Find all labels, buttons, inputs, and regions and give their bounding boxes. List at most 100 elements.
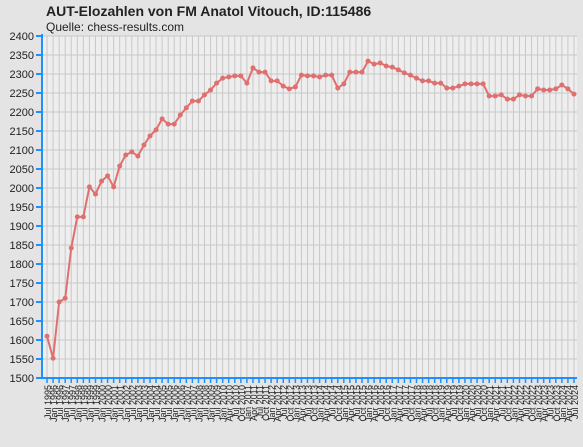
data-point [195,98,201,104]
data-point [359,69,365,75]
x-tick-label: Jan 2024 [558,385,568,422]
data-point [50,355,56,361]
y-tick-label: 1550 [10,354,34,366]
x-tick-label: Apr 2020 [467,385,477,422]
x-tick-label: Jul 2009 [213,385,223,419]
y-tick-label: 2350 [10,50,34,62]
data-point [74,214,80,220]
data-point [147,133,153,139]
data-point [401,70,407,76]
data-point [171,121,177,127]
data-point [238,73,244,79]
data-point [541,87,547,93]
data-point [214,80,220,86]
x-tick-label: Jul 1997 [67,385,77,419]
x-tick-label: Jul 2000 [104,385,114,419]
data-point [389,64,395,70]
x-tick-label: Jul 2014 [328,385,338,419]
y-tick-label: 2250 [10,88,34,100]
data-point [335,85,341,91]
x-tick-label: Oct 2021 [503,385,513,422]
x-tick-label: Jul 2010 [231,385,241,419]
x-tick-label: Apr 2018 [419,385,429,422]
x-tick-label: Jan 2008 [194,385,204,422]
data-point [377,60,383,66]
x-tick-label: Oct 2012 [285,385,295,422]
y-tick-label: 2300 [10,69,34,81]
x-tick-label: Apr 2013 [297,385,307,422]
y-tick-label: 2000 [10,183,34,195]
x-tick-label: Oct 2020 [479,385,489,422]
x-tick-label: Jul 2004 [152,385,162,419]
x-tick-label: Jan 2016 [364,385,374,422]
data-point [450,85,456,91]
data-point [86,184,92,190]
data-point [92,191,98,197]
x-tick-label: Jul 2012 [279,385,289,419]
data-point [268,78,274,84]
x-tick-label: Apr 2011 [249,385,259,421]
data-line [46,59,575,359]
data-point [559,82,565,88]
data-point [68,245,74,251]
y-tick-label: 1500 [10,373,34,385]
x-tick-label: Jan 2010 [219,385,229,422]
x-tick-label: Jan 2005 [158,385,168,422]
x-tick-label: Jul 2007 [188,385,198,419]
chart-title: AUT-Elozahlen von FM Anatol Vitouch, ID:… [46,3,371,19]
y-tick-label: 2150 [10,126,34,138]
data-point [183,105,189,111]
x-tick-label: Jan 2002 [122,385,132,422]
x-tick-label: Apr 2014 [322,385,332,422]
x-tick-label: Jul 2013 [303,385,313,419]
x-tick-label: Jan 2021 [485,385,495,422]
x-tick-label: Jan 2009 [207,385,217,422]
x-tick-label: Jan 2004 [146,385,156,422]
x-tick-label: Oct 2023 [552,385,562,422]
data-point [117,163,123,169]
data-point [62,295,68,301]
x-tick-label: Jul 2011 [255,385,265,418]
x-tick-label: Oct 2018 [431,385,441,422]
data-point [208,87,214,93]
x-tick-label: Jul 2005 [164,385,174,419]
x-tick-label: Jul 2019 [449,385,459,419]
x-tick-label: Jul 2006 [176,385,186,419]
data-point [353,69,359,75]
data-point [226,74,232,80]
data-point [456,83,462,89]
data-point [462,81,468,87]
data-point [202,92,208,98]
x-tick-label: Jul 2001 [116,385,126,419]
data-point [565,86,571,92]
data-point [365,58,371,64]
data-point [371,61,377,67]
x-tick-label: Jul 2022 [522,385,532,419]
data-point [504,96,510,102]
data-point [44,333,50,339]
data-point [474,81,480,87]
data-point [420,78,426,84]
data-point [220,75,226,81]
data-point [189,98,195,104]
x-tick-label: Jan 1997 [61,385,71,422]
x-tick-label: Apr 2015 [346,385,356,422]
data-point [80,214,86,220]
data-point [516,92,522,98]
data-point [317,74,323,80]
data-point [407,72,413,78]
x-tick-label: Jan 2001 [110,385,120,422]
data-point [280,83,286,89]
data-point [177,112,183,118]
x-tick-label: Jan 1999 [85,385,95,422]
data-point [129,149,135,155]
y-tick-label: 2400 [10,31,34,43]
x-tick-label: Jul 2008 [201,385,211,419]
data-point [547,87,553,93]
x-tick-label: Jan 2003 [134,385,144,422]
x-tick-label: Apr 2023 [540,385,550,422]
x-tick-label: Jul 2002 [128,385,138,419]
data-point [535,86,541,92]
x-tick-label: Apr 2019 [443,385,453,422]
data-point [256,69,262,75]
